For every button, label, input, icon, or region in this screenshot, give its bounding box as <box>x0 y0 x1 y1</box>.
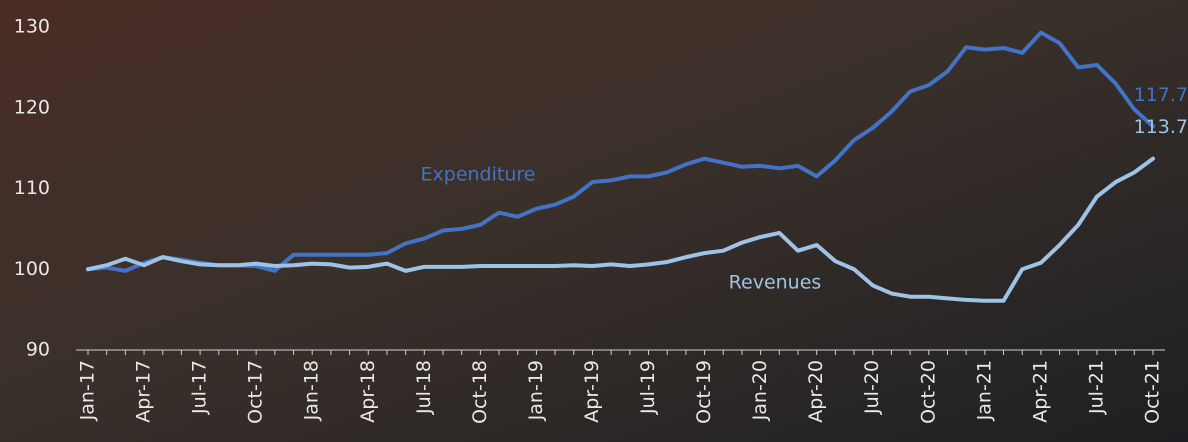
y-tick-label: 120 <box>14 96 50 118</box>
x-tick-label: Jul-17 <box>189 360 211 415</box>
x-tick-label: Jan-17 <box>77 360 99 421</box>
x-tick-label: Apr-20 <box>805 360 827 423</box>
x-tick-label: Oct-21 <box>1142 360 1164 424</box>
x-tick-label: Oct-17 <box>245 360 267 424</box>
y-tick-label: 110 <box>14 177 50 199</box>
x-tick-label: Jan-19 <box>525 360 547 421</box>
series-label: Expenditure <box>421 164 536 186</box>
x-tick-label: Apr-21 <box>1029 360 1051 423</box>
x-tick-label: Jul-19 <box>637 360 659 415</box>
x-tick-label: Oct-19 <box>693 360 715 424</box>
x-tick-label: Oct-18 <box>469 360 491 424</box>
y-tick-label: 90 <box>26 339 50 361</box>
x-tick-label: Apr-18 <box>357 360 379 423</box>
x-tick-label: Apr-17 <box>133 360 155 423</box>
end-value-label: 113.7 <box>1134 116 1188 138</box>
series-line <box>86 30 1155 273</box>
x-tick-label: Jul-20 <box>861 360 883 415</box>
x-tick-label: Jan-18 <box>301 360 323 421</box>
end-value-label: 117.7 <box>1134 84 1188 106</box>
x-tick-label: Apr-19 <box>581 360 603 423</box>
series-line <box>86 156 1155 303</box>
x-tick-label: Oct-20 <box>917 360 939 424</box>
x-tick-label: Jan-20 <box>749 360 771 421</box>
y-tick-label: 130 <box>14 16 50 38</box>
x-tick-label: Jul-21 <box>1085 360 1107 415</box>
x-tick-label: Jan-21 <box>973 360 995 421</box>
x-tick-label: Jul-18 <box>413 360 435 415</box>
series-label: Revenues <box>729 272 822 294</box>
y-tick-label: 100 <box>14 258 50 280</box>
